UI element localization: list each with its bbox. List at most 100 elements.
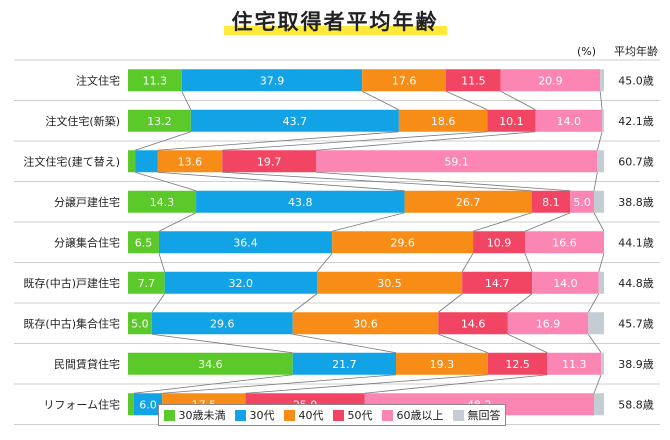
data-label: 14.3 (150, 196, 175, 209)
chart-title: 住宅取得者平均年齢 (223, 6, 447, 36)
connector-line (292, 333, 397, 354)
connector-line (472, 212, 532, 232)
legend-label: 30代 (249, 409, 275, 422)
bar-segment (128, 190, 197, 213)
legend-swatch (332, 409, 344, 421)
data-label: 30.6 (353, 317, 378, 330)
bar-segment (547, 352, 602, 375)
legend-label: 無回答 (467, 409, 501, 422)
bar-segment (588, 312, 604, 335)
data-label: 10.1 (499, 115, 524, 128)
connector-line (362, 90, 400, 111)
bar-segment (507, 312, 589, 335)
data-label: 5.0 (131, 317, 149, 330)
data-label: 26.7 (456, 196, 481, 209)
bar-segment (292, 352, 396, 375)
avg-age-value: 60.7歳 (618, 155, 654, 168)
connector-line (364, 374, 548, 394)
connector-line (157, 171, 405, 192)
bar-segment (128, 393, 134, 416)
data-label: 36.4 (233, 236, 258, 249)
bar-segment (398, 109, 488, 132)
bar-segment (362, 69, 446, 92)
legend-item: 30代 (234, 407, 275, 423)
data-label: 14.7 (485, 277, 510, 290)
unit-label: (%) (577, 45, 596, 58)
connector-line (316, 252, 333, 273)
legend-item: 60歳以上 (381, 407, 444, 423)
bar-segment (128, 312, 152, 335)
avg-age-value: 45.0歳 (618, 74, 654, 87)
data-label: 13.6 (178, 155, 203, 168)
connector-line (162, 374, 397, 394)
legend-swatch (283, 409, 295, 421)
bar-segment (535, 109, 603, 132)
data-label: 8.1 (542, 196, 560, 209)
connector-line (438, 333, 488, 354)
legend-label: 30歳未満 (178, 409, 226, 422)
bar-segment (128, 271, 165, 294)
connector-line (157, 131, 399, 151)
data-label: 14.0 (553, 277, 578, 290)
avg-age-value: 42.1歳 (618, 115, 654, 128)
legend-item: 40代 (283, 407, 324, 423)
data-label: 11.5 (461, 74, 486, 87)
category-label: 注文住宅(新築) (45, 114, 120, 128)
bar-segment (438, 312, 508, 335)
connector-line (222, 171, 532, 192)
avg-age-value: 45.7歳 (618, 317, 654, 330)
connector-line (507, 333, 548, 354)
connector-line (315, 131, 536, 151)
bar-segment (601, 352, 604, 375)
bar-segment (316, 271, 463, 294)
legend-item: 30歳未満 (163, 407, 226, 423)
avg-age-value: 58.8歳 (618, 398, 654, 411)
data-label: 6.0 (139, 398, 157, 411)
legend-item: 無回答 (452, 407, 501, 423)
data-label: 17.6 (392, 74, 417, 87)
avg-age-value: 44.1歳 (618, 236, 654, 249)
connector-line (461, 253, 474, 272)
connector-line (245, 374, 488, 394)
bar-segment (404, 190, 532, 213)
connector-line (158, 253, 166, 272)
legend-swatch (163, 409, 175, 421)
data-label: 14.6 (461, 317, 486, 330)
data-label: 20.9 (538, 74, 563, 87)
data-label: 7.7 (138, 277, 156, 290)
bar-segment (196, 190, 405, 213)
bar-segment (524, 231, 604, 254)
connector-line (292, 293, 318, 313)
legend-label: 50代 (347, 409, 373, 422)
bar-segment (222, 150, 317, 173)
bar-segment (598, 271, 604, 294)
data-label: 11.3 (562, 358, 587, 371)
data-label: 43.7 (283, 115, 308, 128)
bar-segment (135, 150, 158, 173)
bar-segment (395, 352, 488, 375)
data-label: 29.6 (390, 236, 415, 249)
avg-age-value: 38.9歳 (618, 358, 654, 371)
connector-line (332, 212, 405, 232)
data-label: 19.3 (430, 358, 455, 371)
connector-line (587, 334, 602, 353)
data-label: 18.6 (431, 115, 456, 128)
bar-segment (487, 109, 536, 132)
bar-segment (600, 69, 604, 92)
data-label: 34.6 (198, 358, 223, 371)
bar-segment (158, 231, 333, 254)
avg-age-value: 44.8歳 (618, 277, 654, 290)
connector-line (599, 91, 603, 110)
data-label: 13.2 (147, 115, 172, 128)
connector-line (500, 90, 536, 111)
category-label: 分譲戸建住宅 (54, 195, 120, 209)
bar-segment (532, 271, 599, 294)
connector-line (593, 374, 602, 394)
category-label: 既存(中古)集合住宅 (23, 316, 120, 330)
data-label: 11.3 (143, 74, 168, 87)
category-label: 注文住宅(建て替え) (23, 154, 120, 168)
bar-segment (181, 69, 363, 92)
data-label: 16.6 (552, 236, 577, 249)
bar-segment (487, 352, 548, 375)
connector-line (445, 90, 488, 111)
